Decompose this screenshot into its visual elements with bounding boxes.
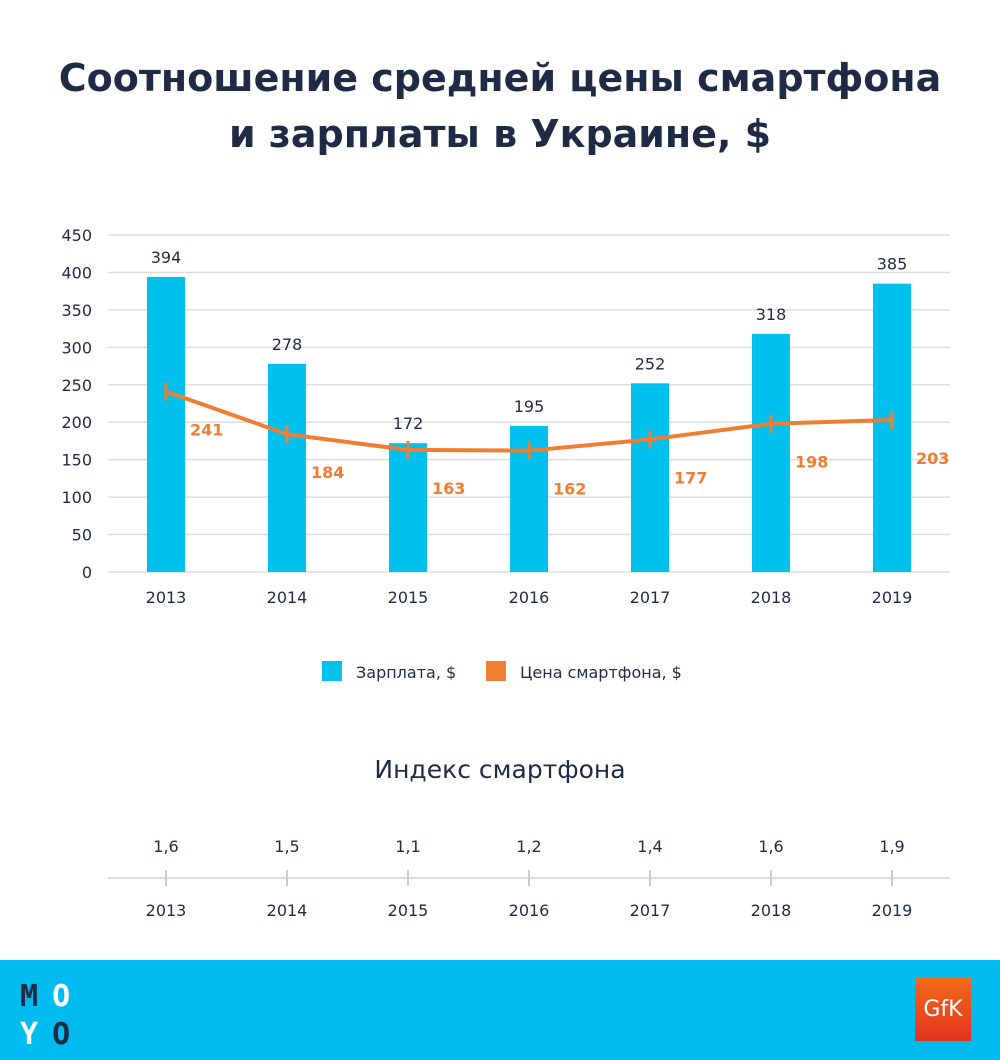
y-tick-label: 300 bbox=[61, 338, 92, 357]
index-year: 2014 bbox=[267, 901, 308, 920]
y-tick-label: 50 bbox=[72, 526, 92, 545]
line-label: 184 bbox=[311, 463, 344, 482]
index-title: Индекс смартфона bbox=[374, 755, 625, 784]
legend-label-salary: Зарплата, $ bbox=[356, 663, 456, 682]
y-tick-label: 200 bbox=[61, 413, 92, 432]
bar-label: 195 bbox=[514, 397, 545, 416]
moyo-logo: MO YO bbox=[20, 979, 85, 1052]
x-tick-label: 2019 bbox=[872, 588, 913, 607]
chart-title: Соотношение средней цены смартфона и зарп… bbox=[58, 56, 942, 156]
index-value: 1,5 bbox=[274, 837, 299, 856]
bar bbox=[147, 276, 185, 572]
line-label: 203 bbox=[916, 449, 949, 468]
legend-label-price: Цена смартфона, $ bbox=[520, 663, 682, 682]
bar-label: 252 bbox=[635, 354, 666, 373]
index-year: 2016 bbox=[509, 901, 550, 920]
index-value: 1,4 bbox=[637, 837, 662, 856]
x-tick-label: 2015 bbox=[388, 588, 429, 607]
gfk-logo: GfK bbox=[915, 978, 971, 1041]
bar-label: 394 bbox=[151, 248, 182, 267]
x-tick-label: 2013 bbox=[146, 588, 187, 607]
index-year: 2019 bbox=[872, 901, 913, 920]
x-tick-label: 2018 bbox=[751, 588, 792, 607]
x-tick-label: 2017 bbox=[630, 588, 671, 607]
index-year: 2015 bbox=[388, 901, 429, 920]
x-tick-label: 2014 bbox=[267, 588, 308, 607]
index-value: 1,6 bbox=[758, 837, 783, 856]
legend-swatch-price bbox=[486, 661, 506, 681]
y-tick-label: 400 bbox=[61, 263, 92, 282]
bar-label: 385 bbox=[877, 255, 908, 274]
index-value: 1,6 bbox=[153, 837, 178, 856]
index-year: 2013 bbox=[146, 901, 187, 920]
line-label: 163 bbox=[432, 479, 465, 498]
y-tick-label: 250 bbox=[61, 376, 92, 395]
footer: MO YO bbox=[0, 960, 1000, 1060]
index-year: 2018 bbox=[751, 901, 792, 920]
index-value: 1,9 bbox=[879, 837, 904, 856]
y-tick-label: 150 bbox=[61, 451, 92, 470]
x-tick-label: 2016 bbox=[509, 588, 550, 607]
legend-swatch-salary bbox=[322, 661, 342, 681]
line-label: 198 bbox=[795, 453, 828, 472]
bar-label: 172 bbox=[393, 414, 424, 433]
index-value: 1,1 bbox=[395, 837, 420, 856]
index-year: 2017 bbox=[630, 901, 671, 920]
line-label: 162 bbox=[553, 480, 586, 499]
bar-label: 318 bbox=[756, 305, 787, 324]
line-label: 177 bbox=[674, 468, 707, 487]
bar bbox=[268, 363, 306, 572]
y-tick-label: 350 bbox=[61, 301, 92, 320]
y-tick-label: 450 bbox=[61, 226, 92, 245]
bar-label: 278 bbox=[272, 335, 303, 354]
line-label: 241 bbox=[190, 421, 223, 440]
y-tick-label: 0 bbox=[82, 563, 92, 582]
bar bbox=[389, 443, 427, 572]
bar bbox=[752, 333, 790, 572]
chart: 0 50 100 150 200 250 300 350 400 450 394 278 172 195 2… bbox=[61, 226, 950, 920]
bar bbox=[631, 383, 669, 572]
y-tick-label: 100 bbox=[61, 488, 92, 507]
index-value: 1,2 bbox=[516, 837, 541, 856]
